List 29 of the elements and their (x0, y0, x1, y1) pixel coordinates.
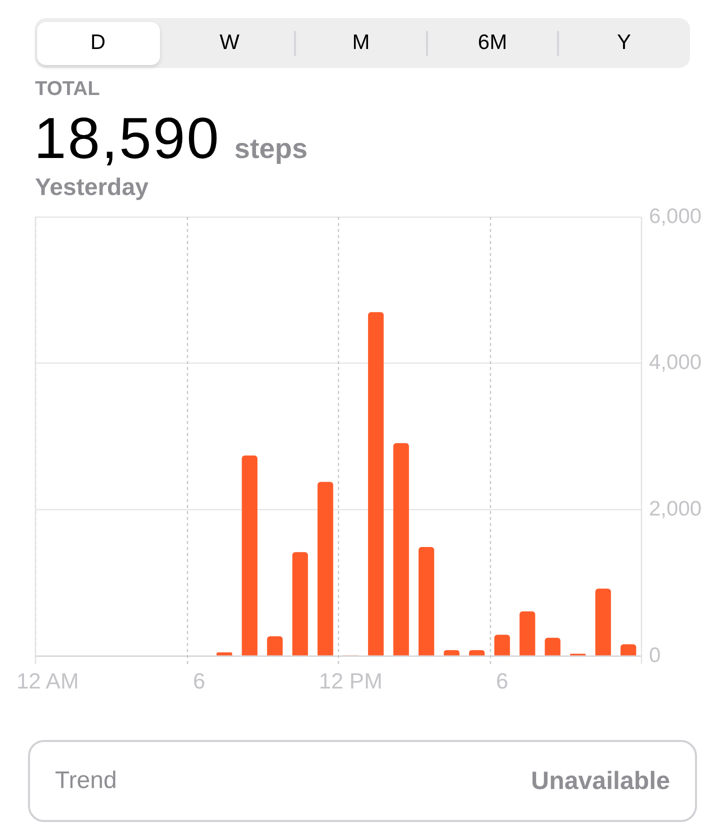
bar (242, 456, 258, 656)
x-tick-label: 6 (496, 668, 508, 694)
bar (520, 611, 536, 656)
text: 18,590 (34, 106, 220, 171)
segmented-control: D W M 6M Y (35, 18, 690, 68)
bar (620, 644, 636, 656)
y-tick-label: 4,000 (649, 351, 702, 374)
trend-card: Trend Unavailable (28, 740, 697, 822)
bar (544, 638, 560, 656)
chart-title: TOTAL (35, 78, 100, 100)
y-tick-label: 2,000 (649, 497, 702, 520)
bar (368, 312, 384, 656)
bar (494, 634, 510, 656)
chart-subtitle: Yesterday (35, 174, 148, 201)
bar (393, 443, 409, 656)
bar (318, 482, 334, 656)
bar (418, 546, 434, 656)
y-tick-label: 0 (649, 644, 661, 667)
text: steps (234, 133, 308, 164)
x-tick-label: 12 PM (318, 668, 382, 694)
x-tick-label: 6 (193, 668, 206, 694)
bar (292, 552, 308, 656)
y-tick-label: 6,000 (649, 204, 702, 228)
x-tick-label: 12 AM (16, 668, 79, 694)
bar (444, 650, 460, 656)
bar (267, 636, 283, 656)
bar (469, 650, 485, 656)
bar (216, 652, 232, 656)
bar (595, 588, 611, 656)
